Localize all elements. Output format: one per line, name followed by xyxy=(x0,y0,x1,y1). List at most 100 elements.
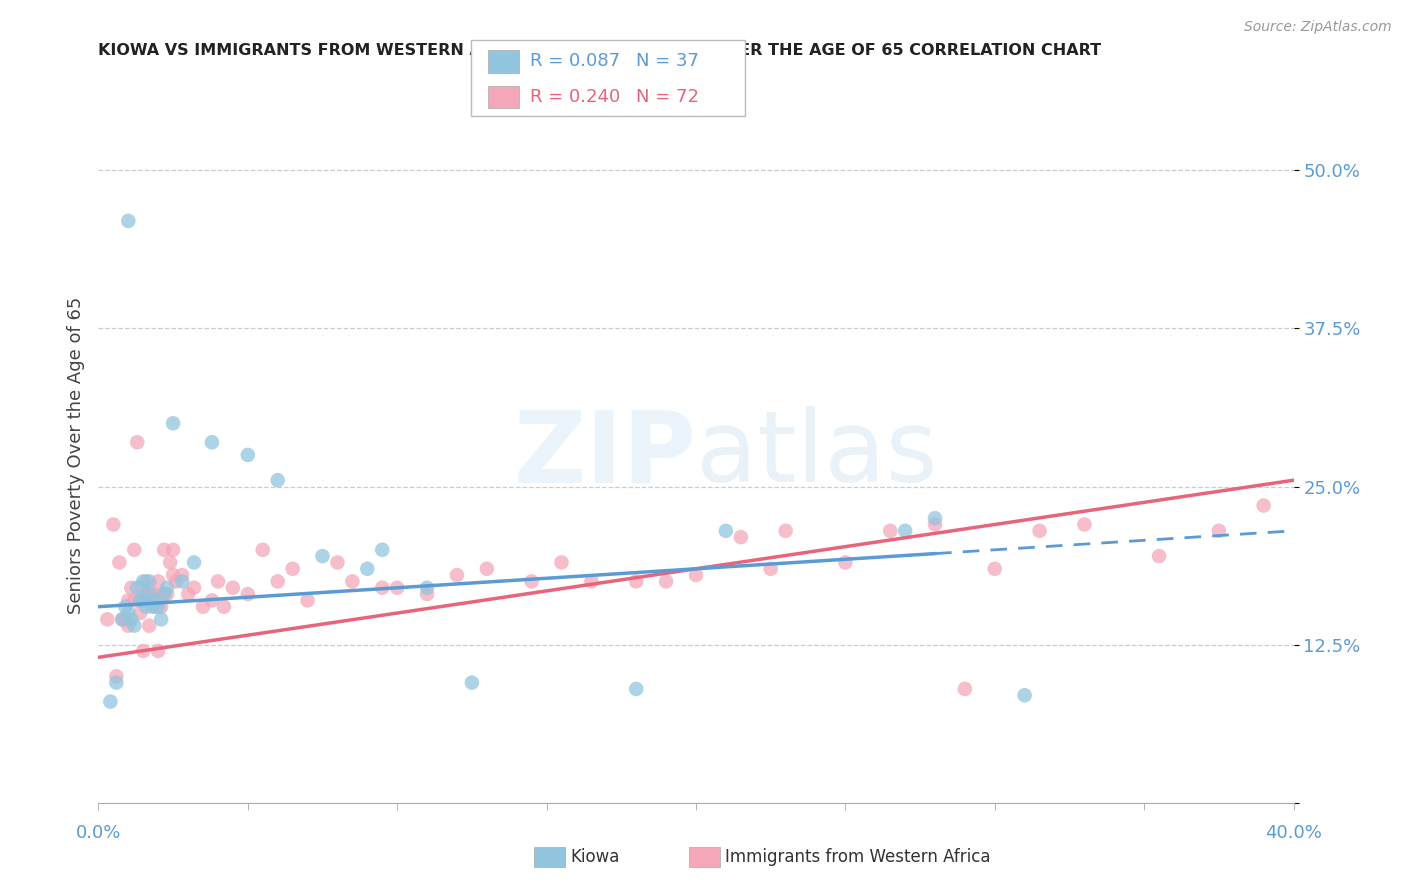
Point xyxy=(1073,517,1095,532)
Point xyxy=(1253,499,1275,513)
Point xyxy=(267,574,290,589)
Point xyxy=(252,542,274,557)
Point xyxy=(1028,524,1050,538)
Point xyxy=(172,568,194,582)
Point xyxy=(165,574,187,589)
Point xyxy=(148,599,170,614)
Text: 40.0%: 40.0% xyxy=(1265,824,1322,842)
Point xyxy=(581,574,603,589)
Point xyxy=(416,581,439,595)
Point xyxy=(236,587,259,601)
Point xyxy=(148,644,170,658)
Point xyxy=(143,587,166,601)
Point xyxy=(207,574,229,589)
Point xyxy=(201,435,224,450)
Point xyxy=(222,581,245,595)
Point xyxy=(141,587,163,601)
Point xyxy=(759,562,782,576)
Point xyxy=(775,524,797,538)
Text: N = 37: N = 37 xyxy=(636,53,699,70)
Point xyxy=(371,581,394,595)
Point xyxy=(356,562,378,576)
Point xyxy=(138,574,160,589)
Point xyxy=(879,524,901,538)
Point xyxy=(183,581,205,595)
Point xyxy=(183,556,205,570)
Point xyxy=(114,612,136,626)
Point xyxy=(127,435,149,450)
Point xyxy=(685,568,707,582)
Point xyxy=(156,581,179,595)
Text: Immigrants from Western Africa: Immigrants from Western Africa xyxy=(725,848,991,866)
Point xyxy=(212,599,235,614)
Point xyxy=(143,599,166,614)
Point xyxy=(132,644,155,658)
Point xyxy=(461,675,484,690)
Text: atlas: atlas xyxy=(696,407,938,503)
Text: Kiowa: Kiowa xyxy=(571,848,620,866)
Text: Source: ZipAtlas.com: Source: ZipAtlas.com xyxy=(1244,21,1392,34)
Point xyxy=(141,593,163,607)
Point xyxy=(148,574,170,589)
Point xyxy=(135,574,157,589)
Point xyxy=(177,587,200,601)
Point xyxy=(153,542,176,557)
Point xyxy=(983,562,1005,576)
Point xyxy=(624,574,647,589)
Point xyxy=(1147,549,1170,563)
Point xyxy=(105,669,128,683)
Text: R = 0.087: R = 0.087 xyxy=(530,53,620,70)
Point xyxy=(201,593,224,607)
Point xyxy=(624,681,647,696)
Point xyxy=(98,695,122,709)
Point xyxy=(342,574,364,589)
Point xyxy=(311,549,333,563)
Point xyxy=(267,473,290,487)
Point xyxy=(416,587,439,601)
Point xyxy=(111,612,134,626)
Point xyxy=(135,599,157,614)
Point xyxy=(953,681,976,696)
Point xyxy=(96,612,118,626)
Point xyxy=(162,417,184,431)
Point xyxy=(138,618,160,632)
Point xyxy=(108,556,131,570)
Point xyxy=(132,593,155,607)
Point xyxy=(141,599,163,614)
Point xyxy=(153,587,176,601)
Point xyxy=(475,562,498,576)
Point xyxy=(236,448,259,462)
Point xyxy=(129,593,152,607)
Point xyxy=(894,524,917,538)
Point xyxy=(127,581,149,595)
Text: KIOWA VS IMMIGRANTS FROM WESTERN AFRICA SENIORS POVERTY OVER THE AGE OF 65 CORRE: KIOWA VS IMMIGRANTS FROM WESTERN AFRICA … xyxy=(98,43,1101,58)
Point xyxy=(132,574,155,589)
Point xyxy=(1014,688,1036,702)
Point xyxy=(124,618,146,632)
Point xyxy=(120,612,142,626)
Point xyxy=(446,568,468,582)
Point xyxy=(150,599,173,614)
Point xyxy=(114,599,136,614)
Point xyxy=(132,587,155,601)
Point xyxy=(1208,524,1230,538)
Y-axis label: Seniors Poverty Over the Age of 65: Seniors Poverty Over the Age of 65 xyxy=(66,296,84,614)
Point xyxy=(550,556,572,570)
Point xyxy=(371,542,394,557)
Point xyxy=(520,574,543,589)
Point xyxy=(111,612,134,626)
Point xyxy=(714,524,737,538)
Text: 0.0%: 0.0% xyxy=(76,824,121,842)
Point xyxy=(326,556,349,570)
Point xyxy=(117,618,139,632)
Point xyxy=(124,542,146,557)
Point xyxy=(159,556,181,570)
Point xyxy=(143,593,166,607)
Point xyxy=(655,574,678,589)
Point xyxy=(120,581,142,595)
Point xyxy=(135,587,157,601)
Point xyxy=(156,587,179,601)
Text: N = 72: N = 72 xyxy=(636,88,699,106)
Point xyxy=(117,214,139,228)
Point xyxy=(162,542,184,557)
